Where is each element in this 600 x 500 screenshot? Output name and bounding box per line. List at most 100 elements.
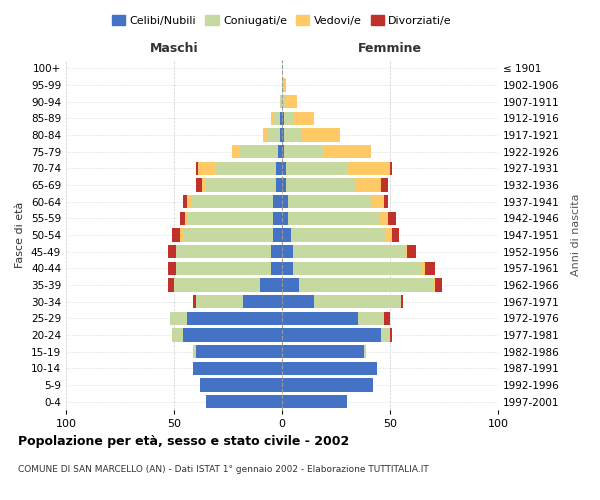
Bar [289, 212, 379, 225]
Bar [167, 262, 176, 275]
Bar [176, 245, 271, 258]
Bar [290, 228, 386, 241]
Bar [282, 378, 373, 392]
Bar [282, 78, 284, 92]
Bar [383, 312, 390, 325]
Bar [271, 112, 274, 125]
Bar [167, 278, 174, 291]
Bar [282, 328, 382, 342]
Bar [191, 195, 274, 208]
Bar [196, 178, 202, 192]
Bar [379, 212, 388, 225]
Bar [371, 195, 383, 208]
Bar [200, 378, 282, 392]
Bar [196, 345, 282, 358]
Bar [202, 178, 206, 192]
Bar [293, 262, 422, 275]
Bar [282, 278, 299, 291]
Bar [323, 145, 371, 158]
Bar [422, 262, 425, 275]
Bar [196, 162, 198, 175]
Bar [289, 195, 371, 208]
Bar [286, 178, 355, 192]
Bar [293, 245, 405, 258]
Bar [284, 78, 286, 92]
Bar [263, 128, 267, 141]
Bar [232, 145, 239, 158]
Bar [196, 295, 243, 308]
Bar [167, 245, 176, 258]
Bar [293, 112, 314, 125]
Bar [407, 245, 416, 258]
Text: Popolazione per età, sesso e stato civile - 2002: Popolazione per età, sesso e stato civil… [18, 435, 349, 448]
Bar [170, 312, 187, 325]
Bar [382, 178, 388, 192]
Bar [282, 395, 347, 408]
Bar [282, 145, 284, 158]
Bar [383, 195, 388, 208]
Bar [182, 195, 187, 208]
Bar [299, 278, 433, 291]
Text: Maschi: Maschi [149, 42, 199, 55]
Bar [282, 162, 286, 175]
Bar [282, 262, 293, 275]
Bar [282, 295, 314, 308]
Bar [260, 278, 282, 291]
Bar [172, 228, 181, 241]
Bar [174, 278, 260, 291]
Bar [280, 112, 282, 125]
Bar [282, 228, 290, 241]
Bar [185, 212, 187, 225]
Bar [392, 228, 398, 241]
Bar [176, 262, 271, 275]
Bar [390, 328, 392, 342]
Bar [284, 128, 301, 141]
Bar [275, 162, 282, 175]
Bar [282, 312, 358, 325]
Text: Femmine: Femmine [358, 42, 422, 55]
Text: COMUNE DI SAN MARCELLO (AN) - Dati ISTAT 1° gennaio 2002 - Elaborazione TUTTITAL: COMUNE DI SAN MARCELLO (AN) - Dati ISTAT… [18, 465, 429, 474]
Bar [282, 212, 289, 225]
Y-axis label: Fasce di età: Fasce di età [16, 202, 25, 268]
Bar [436, 278, 442, 291]
Bar [282, 245, 293, 258]
Bar [364, 345, 366, 358]
Bar [282, 345, 364, 358]
Bar [282, 362, 377, 375]
Bar [358, 312, 383, 325]
Bar [187, 212, 274, 225]
Bar [271, 245, 282, 258]
Bar [301, 128, 340, 141]
Bar [355, 178, 382, 192]
Bar [206, 395, 282, 408]
Bar [274, 195, 282, 208]
Bar [425, 262, 436, 275]
Bar [274, 228, 282, 241]
Legend: Celibi/Nubili, Coniugati/e, Vedovi/e, Divorziati/e: Celibi/Nubili, Coniugati/e, Vedovi/e, Di… [107, 10, 457, 30]
Bar [182, 228, 274, 241]
Bar [187, 312, 282, 325]
Bar [267, 128, 280, 141]
Bar [382, 328, 390, 342]
Bar [386, 228, 392, 241]
Bar [388, 212, 397, 225]
Bar [401, 295, 403, 308]
Bar [314, 295, 401, 308]
Bar [405, 245, 407, 258]
Bar [282, 112, 284, 125]
Bar [282, 178, 286, 192]
Bar [243, 295, 282, 308]
Bar [239, 145, 278, 158]
Bar [282, 95, 286, 108]
Bar [271, 262, 282, 275]
Bar [181, 228, 182, 241]
Bar [390, 162, 392, 175]
Bar [280, 128, 282, 141]
Bar [280, 95, 282, 108]
Bar [187, 195, 191, 208]
Bar [193, 345, 196, 358]
Bar [284, 112, 293, 125]
Bar [215, 162, 275, 175]
Bar [282, 195, 289, 208]
Bar [282, 128, 284, 141]
